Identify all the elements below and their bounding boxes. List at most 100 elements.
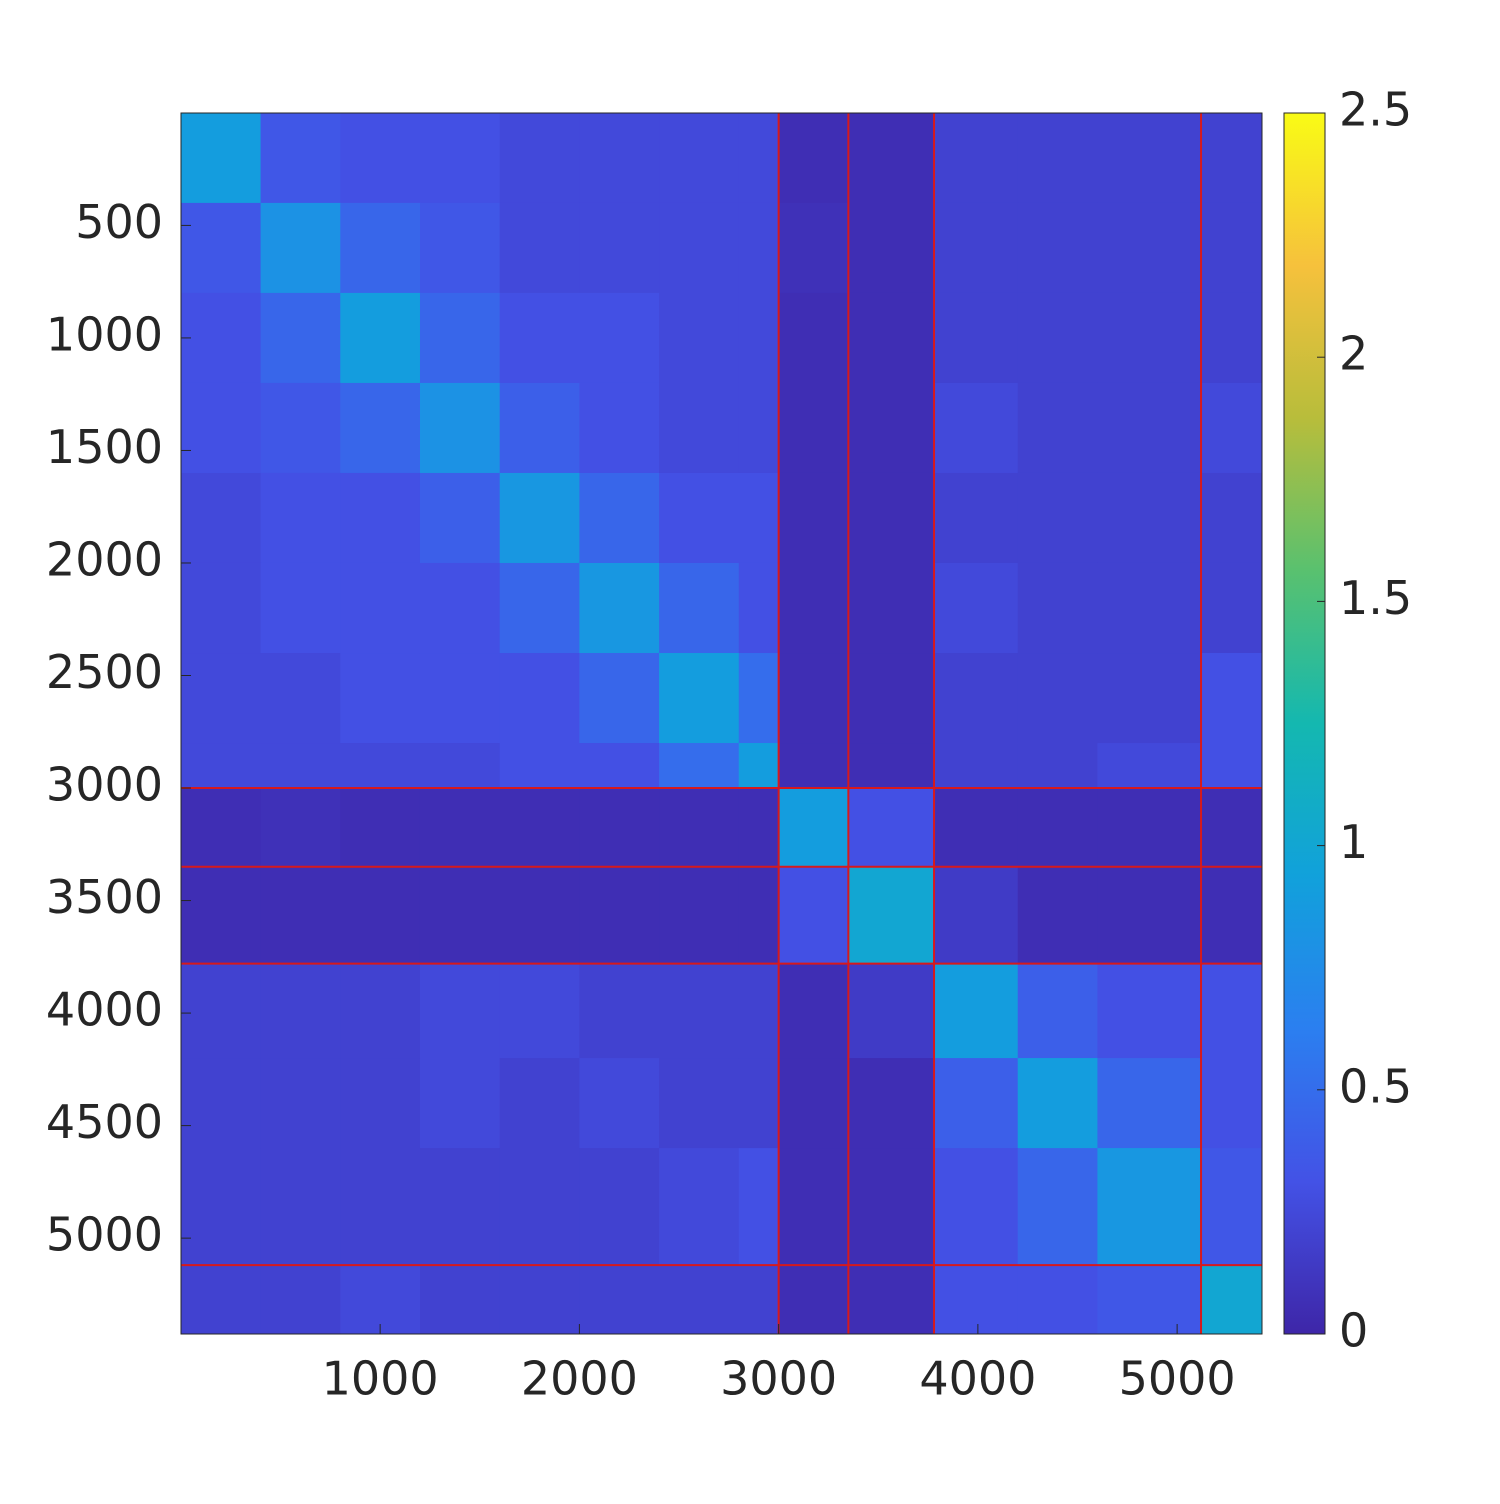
heatmap-cell [1097, 1148, 1202, 1266]
heatmap-cell [1017, 866, 1098, 965]
heatmap-cell [419, 788, 501, 868]
heatmap-cell [1097, 743, 1202, 789]
heatmap-cell [659, 788, 740, 868]
heatmap-cell [1201, 653, 1263, 744]
heatmap-cell [1201, 788, 1263, 868]
heatmap-cell [934, 653, 1019, 744]
heatmap-cell [181, 1148, 262, 1266]
heatmap-cell [340, 472, 421, 564]
y-tick-label: 5000 [46, 1208, 163, 1262]
heatmap-cell [579, 472, 660, 564]
heatmap-cell [848, 1058, 935, 1149]
heatmap-cell [778, 963, 849, 1059]
heatmap-cell [340, 1265, 421, 1335]
heatmap-cell [848, 963, 935, 1059]
heatmap-cell [848, 653, 935, 744]
x-tick-label: 1000 [322, 1352, 439, 1406]
heatmap-cell [260, 866, 341, 965]
heatmap-cell [738, 963, 780, 1059]
heatmap-cell [579, 1148, 660, 1266]
heatmap-cell [848, 472, 935, 564]
heatmap-cell [499, 963, 580, 1059]
heatmap-cell [1201, 963, 1263, 1059]
y-tick-label: 3500 [46, 870, 163, 924]
heatmap-cell [778, 1265, 849, 1335]
heatmap-cell [579, 562, 660, 654]
heatmap-cell [934, 1058, 1019, 1149]
heatmap-cell [848, 788, 935, 868]
colorbar [1283, 112, 1326, 1335]
heatmap-cell [181, 562, 262, 654]
heatmap-cell [181, 382, 262, 474]
heatmap-cell [579, 866, 660, 965]
heatmap-cell [340, 653, 421, 744]
heatmap-cell [934, 382, 1019, 474]
x-tick-label: 4000 [919, 1352, 1036, 1406]
heatmap-cell [934, 202, 1019, 294]
heatmap-cell [778, 113, 849, 204]
heatmap-cell [1017, 788, 1098, 868]
heatmap-cell [1097, 1265, 1202, 1335]
heatmap-cell [499, 382, 580, 474]
heatmap-cell [1017, 653, 1098, 744]
heatmap-cell [848, 382, 935, 474]
heatmap-cell [499, 788, 580, 868]
heatmap-cell [659, 1058, 740, 1149]
heatmap-cell [419, 202, 501, 294]
heatmap-cell [419, 1148, 501, 1266]
y-tick-label: 2500 [46, 645, 163, 699]
heatmap-cell [1097, 472, 1202, 564]
heatmap-cell [181, 866, 262, 965]
heatmap-cell [1097, 202, 1202, 294]
heatmap-cell [1201, 382, 1263, 474]
heatmap-cell [934, 866, 1019, 965]
x-tick-label: 5000 [1119, 1352, 1236, 1406]
heatmap-cell [1201, 1265, 1263, 1335]
heatmap-cell [659, 866, 740, 965]
heatmap-cell [181, 653, 262, 744]
heatmap-cell [419, 1265, 501, 1335]
heatmap-cell [738, 1148, 780, 1266]
heatmap-cell [499, 1058, 580, 1149]
heatmap-cell [499, 1148, 580, 1266]
heatmap-cell [499, 1265, 580, 1335]
heatmap-cell [778, 472, 849, 564]
heatmap-cell [778, 866, 849, 965]
colorbar-tick-label: 1 [1339, 815, 1368, 869]
heatmap-cell [260, 472, 341, 564]
heatmap-cell [1017, 562, 1098, 654]
heatmap-cell [579, 653, 660, 744]
heatmap-cell [260, 562, 341, 654]
heatmap-cell [738, 202, 780, 294]
heatmap-cell [260, 292, 341, 384]
heatmap-cell [181, 963, 262, 1059]
heatmap-cell [659, 472, 740, 564]
heatmap-cell [934, 292, 1019, 384]
heatmap-cell [1201, 1148, 1263, 1266]
x-tick-label: 3000 [720, 1352, 837, 1406]
heatmap-cell [659, 1265, 740, 1335]
heatmap-cell [848, 562, 935, 654]
heatmap-cell [778, 202, 849, 294]
heatmap-cell [848, 743, 935, 789]
heatmap-cell [934, 472, 1019, 564]
y-tick-label: 4000 [46, 983, 163, 1037]
heatmap-cell [1097, 113, 1202, 204]
heatmap-cell [419, 382, 501, 474]
heatmap-cell [499, 743, 580, 789]
heatmap-cell [659, 292, 740, 384]
colorbar-tick-label: 2.5 [1339, 83, 1412, 137]
heatmap-cell [340, 202, 421, 294]
heatmap-cell [778, 382, 849, 474]
heatmap-cell [499, 653, 580, 744]
heatmap-cell [659, 113, 740, 204]
heatmap-cell [848, 202, 935, 294]
heatmap-cell [499, 562, 580, 654]
heatmap-cell [848, 113, 935, 204]
heatmap-cell [181, 292, 262, 384]
heatmap-cell [778, 653, 849, 744]
heatmap-cell [934, 562, 1019, 654]
heatmap-cell [419, 292, 501, 384]
heatmap-cell [340, 1058, 421, 1149]
